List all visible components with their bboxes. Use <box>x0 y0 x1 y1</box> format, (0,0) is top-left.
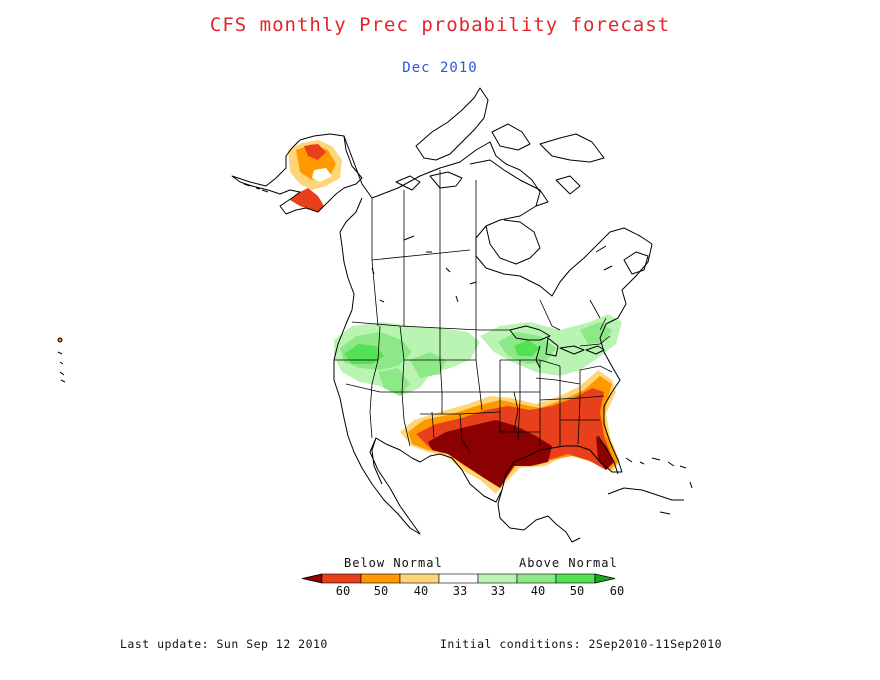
legend-swatch <box>301 573 323 584</box>
legend-swatch <box>555 573 596 584</box>
map-title: CFS monthly Prec probability forecast <box>209 14 671 36</box>
legend-swatch <box>399 573 440 584</box>
legend-swatch <box>321 573 362 584</box>
legend-tick: 40 <box>413 584 429 598</box>
legend-swatch <box>477 573 518 584</box>
legend-swatch <box>438 573 479 584</box>
legend-tick: 50 <box>373 584 389 598</box>
state-borders <box>334 170 613 453</box>
last-update-text: Last update: Sun Sep 12 2010 <box>120 637 328 651</box>
hawaii-islands <box>57 337 66 383</box>
initial-conditions-text: Initial conditions: 2Sep2010-11Sep2010 <box>440 637 723 651</box>
legend-tick: 50 <box>569 584 585 598</box>
legend-colorbar <box>301 573 616 584</box>
legend-swatch <box>516 573 557 584</box>
map-subtitle: Dec 2010 <box>402 60 478 76</box>
legend-tick: 60 <box>335 584 351 598</box>
legend-swatch <box>594 573 616 584</box>
legend-tick: 40 <box>530 584 546 598</box>
legend-below-label: Below Normal <box>344 556 443 570</box>
legend-swatch <box>360 573 401 584</box>
map-outlines <box>231 87 693 543</box>
legend-tick: 33 <box>452 584 468 598</box>
legend-above-label: Above Normal <box>519 556 618 570</box>
legend-tick: 33 <box>490 584 506 598</box>
legend-tick: 60 <box>609 584 625 598</box>
